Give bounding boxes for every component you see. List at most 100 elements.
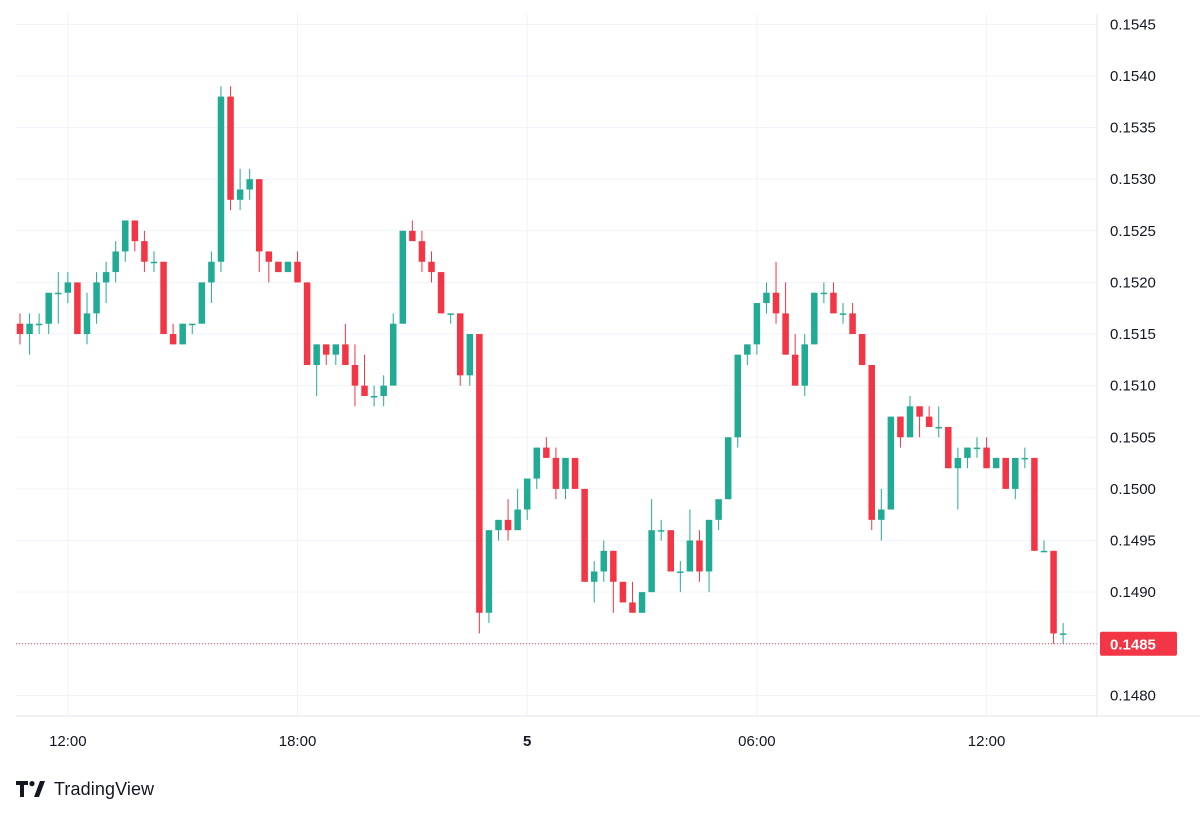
candle-body xyxy=(485,530,493,613)
candle-body xyxy=(64,282,72,293)
time-tick-label: 5 xyxy=(523,733,531,750)
candle-body xyxy=(1050,550,1057,634)
time-tick-label: 06:00 xyxy=(738,733,776,750)
time-tick-label: 18:00 xyxy=(279,733,317,750)
candle xyxy=(476,334,483,634)
price-tick-label: 0.1520 xyxy=(1110,274,1156,291)
candle xyxy=(696,530,703,582)
candle xyxy=(409,220,416,242)
tradingview-brand[interactable]: TradingView xyxy=(16,776,154,802)
candle xyxy=(772,261,780,324)
candle-body xyxy=(935,426,942,429)
candle xyxy=(102,261,110,304)
candle-body xyxy=(811,292,818,345)
candle xyxy=(198,282,206,324)
candle-body xyxy=(523,478,531,510)
candle xyxy=(629,581,636,613)
candle-body xyxy=(648,530,655,593)
candle-body xyxy=(858,334,866,365)
candle-body xyxy=(581,488,588,582)
candle xyxy=(619,581,627,603)
candle xyxy=(964,447,971,469)
candle xyxy=(849,303,856,335)
candle xyxy=(638,592,646,613)
candle xyxy=(26,313,33,355)
chart-grid xyxy=(16,14,1097,716)
candle xyxy=(887,416,895,510)
candle-body xyxy=(102,272,110,283)
candle xyxy=(820,282,828,304)
candle-body xyxy=(973,447,981,450)
candle xyxy=(1059,623,1067,644)
candlestick-series xyxy=(16,86,1067,644)
candle xyxy=(236,168,244,211)
candle xyxy=(55,272,62,324)
candle-body xyxy=(208,261,215,283)
candle xyxy=(35,313,43,335)
candle-body xyxy=(83,313,91,335)
candle xyxy=(217,86,225,273)
candle xyxy=(677,561,684,593)
current-price-label: 0.1485 xyxy=(1110,637,1156,654)
candle xyxy=(16,313,24,345)
candle xyxy=(983,437,990,469)
candle-body xyxy=(715,499,722,520)
candle-body xyxy=(265,251,273,262)
candle xyxy=(600,540,608,582)
candle xyxy=(418,230,426,273)
candle-body xyxy=(236,189,244,200)
candle xyxy=(753,303,761,355)
candle xyxy=(294,251,301,283)
candle-body xyxy=(763,292,770,304)
candle-body xyxy=(657,530,665,532)
candle xyxy=(734,354,741,448)
candle xyxy=(705,519,713,593)
tradingview-logo-icon xyxy=(16,781,45,797)
time-axis[interactable]: 12:00 18:00 5 06:00 12:00 xyxy=(49,733,1005,750)
candle xyxy=(370,385,378,407)
candle-body xyxy=(772,292,780,314)
candle xyxy=(590,561,598,603)
price-tick-label: 0.1525 xyxy=(1110,223,1156,240)
candle-body xyxy=(380,385,387,396)
candle xyxy=(610,550,617,613)
candle xyxy=(189,323,196,335)
price-tick-label: 0.1545 xyxy=(1110,16,1156,33)
candle xyxy=(45,292,52,335)
candle xyxy=(954,447,962,510)
candle xyxy=(1031,457,1038,551)
candle xyxy=(648,499,655,593)
candle xyxy=(208,251,215,304)
candle xyxy=(150,251,158,273)
price-axis[interactable]: 0.1480 0.1485 0.1490 0.1495 0.1500 0.1505 0.15… xyxy=(1110,16,1156,704)
candle-body xyxy=(322,344,330,355)
candle xyxy=(380,375,387,407)
candle-body xyxy=(849,313,856,335)
candle xyxy=(275,261,282,273)
candle-body xyxy=(753,303,761,345)
candle-body xyxy=(256,179,263,252)
candle-body xyxy=(696,540,703,572)
candle-body xyxy=(409,230,416,242)
candle-body xyxy=(112,251,119,273)
candle xyxy=(830,282,837,314)
candle-body xyxy=(992,457,1000,469)
candle xyxy=(1050,550,1057,644)
candle-body xyxy=(552,457,560,489)
candle xyxy=(112,241,119,283)
candle-body xyxy=(839,313,847,315)
candle-body xyxy=(160,261,167,335)
candle-body xyxy=(705,519,713,572)
candle xyxy=(686,509,694,572)
candle xyxy=(562,457,569,500)
candle-body xyxy=(342,344,349,365)
candle-body xyxy=(456,313,464,376)
candle-body xyxy=(189,323,196,326)
candle-body xyxy=(1021,457,1029,460)
candle-body xyxy=(782,313,789,355)
candle-body xyxy=(169,334,177,345)
candle xyxy=(265,251,273,283)
candle-body xyxy=(925,416,933,427)
candle-body xyxy=(275,261,282,273)
